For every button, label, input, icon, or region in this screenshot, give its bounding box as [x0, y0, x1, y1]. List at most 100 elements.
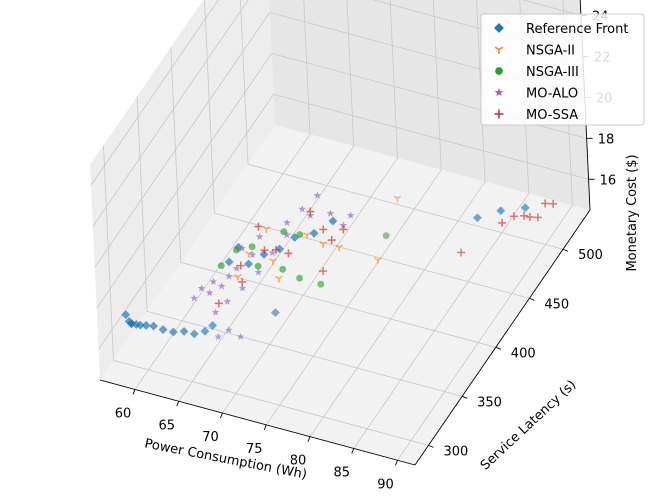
data-point-series-3	[214, 332, 222, 341]
gridline	[476, 0, 486, 182]
gridline	[522, 0, 582, 16]
data-point-series-3	[254, 268, 263, 276]
data-point-series-2	[280, 228, 288, 236]
data-point-series-4	[533, 213, 542, 222]
x-axis-line	[99, 379, 416, 466]
data-point-series-3	[197, 284, 206, 292]
data-point-series-0	[270, 308, 280, 318]
x-tick-label: 80	[290, 454, 307, 469]
x-tick	[395, 460, 398, 466]
data-point-series-3	[209, 277, 218, 285]
gridline	[346, 0, 355, 147]
y-tick-label: 500	[578, 248, 603, 263]
data-point-series-4	[510, 212, 519, 221]
data-point-series-3	[255, 232, 264, 241]
data-point-series-1	[374, 257, 382, 264]
data-point-series-0	[496, 206, 506, 216]
gridline	[432, 0, 442, 170]
data-point-series-0	[200, 326, 210, 336]
gridline	[94, 12, 271, 268]
y-tick-label: 450	[544, 297, 569, 312]
data-point-series-4	[520, 211, 529, 220]
data-point-series-4	[319, 267, 328, 276]
data-point-series-1	[274, 275, 283, 283]
gridline	[103, 145, 114, 361]
data-point-series-3	[339, 221, 347, 229]
data-point-series-2	[296, 274, 303, 282]
data-point-series-2	[248, 243, 256, 251]
data-point-series-4	[327, 236, 336, 245]
gridline	[92, 0, 249, 227]
data-point-series-4	[457, 248, 466, 257]
gridline	[147, 310, 463, 397]
data-point-series-3	[190, 294, 198, 302]
data-point-series-4	[236, 261, 245, 270]
data-point-series-3	[238, 284, 247, 292]
y-tick-label: 300	[444, 444, 469, 459]
data-point-series-3	[223, 297, 232, 305]
data-point-series-2	[382, 232, 390, 239]
legend-marker-0	[494, 23, 504, 33]
gridline	[113, 359, 429, 446]
x-tick-label: 70	[202, 430, 219, 445]
x-tick	[220, 412, 223, 419]
data-point-series-0	[259, 249, 269, 259]
gridline	[353, 193, 530, 449]
data-point-series-2	[317, 280, 325, 288]
floor-pane	[100, 125, 590, 465]
data-point-series-2	[217, 262, 225, 270]
x-tick-label: 85	[334, 466, 351, 481]
data-point-series-3	[283, 218, 291, 226]
gridline	[265, 169, 442, 426]
data-point-series-2	[296, 231, 304, 238]
gridline	[309, 181, 486, 437]
legend-marker-2	[495, 67, 503, 75]
data-point-series-3	[346, 211, 355, 219]
tick-labels: 606570758085903003504004505001618202224	[115, 10, 616, 493]
x-tick	[351, 448, 355, 454]
data-point-series-1	[233, 273, 242, 281]
gridline	[240, 0, 249, 165]
x-tick-label: 65	[159, 418, 176, 433]
left-wall-pane	[90, 0, 275, 380]
y-tick	[428, 444, 434, 448]
data-point-series-0	[121, 310, 131, 320]
gridline	[96, 53, 272, 309]
data-point-series-1	[262, 226, 271, 233]
data-point-series-4	[549, 199, 558, 208]
data-point-series-0	[141, 320, 151, 330]
data-point-series-3	[283, 231, 291, 239]
y-tick	[495, 346, 501, 350]
data-point-series-0	[149, 321, 159, 331]
data-point-series-1	[335, 244, 344, 252]
data-point-series-4	[498, 218, 507, 227]
y-tick	[529, 297, 535, 301]
data-point-series-0	[168, 327, 178, 337]
z-tick-label: 16	[600, 173, 617, 188]
data-point-series-2	[233, 246, 240, 254]
x-tick	[176, 401, 180, 407]
data-point-series-0	[208, 321, 218, 330]
data-point-series-4	[284, 249, 293, 258]
gridline	[247, 163, 564, 250]
data-point-series-0	[275, 244, 285, 254]
data-point-series-1	[319, 241, 328, 248]
gridline	[170, 47, 182, 263]
data-point-series-3	[225, 272, 233, 280]
legend-label-1: NSGA-II	[526, 44, 575, 59]
data-point-series-4	[306, 207, 315, 216]
data-point-series-0	[244, 259, 254, 269]
data-point-series-3	[268, 248, 277, 256]
legend-marker-1	[494, 46, 504, 54]
data-point-series-4	[525, 213, 534, 221]
legend-label-2: NSGA-III	[526, 65, 579, 80]
data-point-series-0	[135, 320, 145, 330]
gridline	[397, 205, 573, 461]
data-point-series-0	[520, 203, 530, 213]
data-point-series-4	[339, 225, 348, 234]
legend-frame	[480, 13, 645, 126]
data-point-series-1	[269, 258, 277, 265]
data-point-series-3	[224, 326, 233, 334]
gridline	[136, 96, 148, 312]
legend: Reference Front NSGA-II NSGA-III MO-ALO MO-S…	[480, 13, 645, 126]
